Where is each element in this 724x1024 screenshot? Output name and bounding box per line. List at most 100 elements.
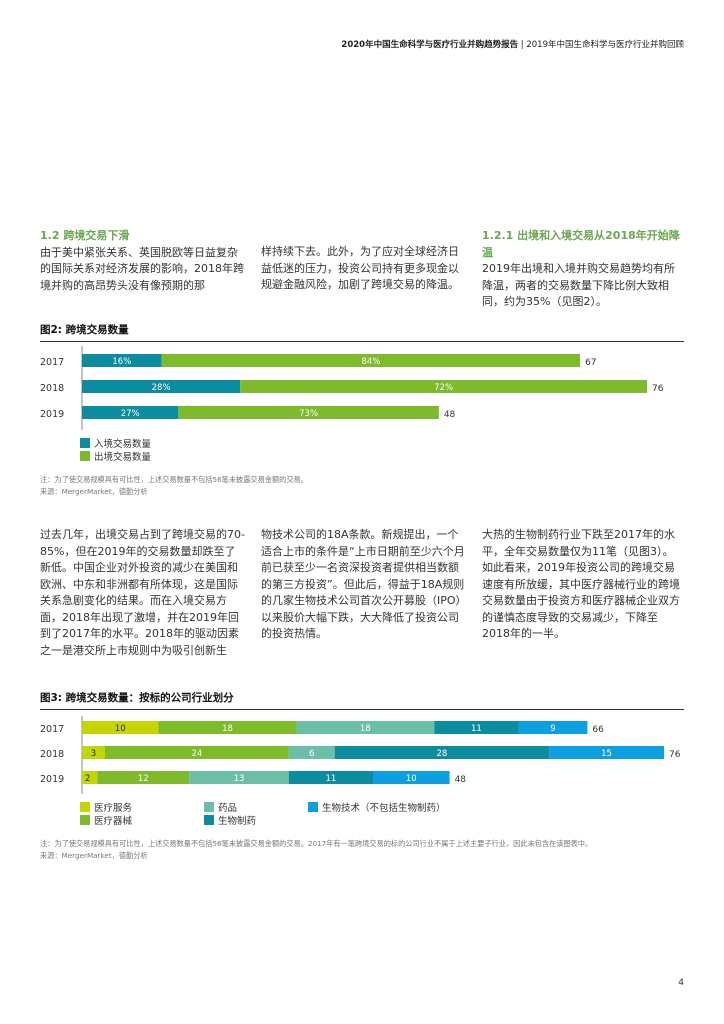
figure3-notes: 注：为了使交易规模具有可比性，上述交易数量不包括56笔未披露交易金额的交易。20… bbox=[40, 838, 684, 862]
figure2-total-label: 67 bbox=[585, 358, 596, 368]
figure2-source: 来源：MergerMarket，德勤分析 bbox=[40, 487, 148, 496]
figure3-bar-segment bbox=[434, 721, 519, 734]
figure2-note: 注：为了使交易规模具有可比性，上述交易数量不包括56笔未披露交易金额的交易。 bbox=[40, 475, 308, 484]
figure2-total-label: 76 bbox=[652, 384, 664, 394]
figure3-segment-label: 28 bbox=[437, 749, 448, 759]
figure3-note: 注：为了使交易规模具有可比性，上述交易数量不包括56笔未披露交易金额的交易。20… bbox=[40, 839, 593, 848]
legend-medical-devices: 医疗器械 bbox=[80, 813, 132, 827]
figure3-bar-segment bbox=[549, 746, 664, 759]
figure2-rule bbox=[40, 341, 684, 342]
legend-healthcare-services: 医疗服务 bbox=[80, 800, 132, 814]
figure3-year-label: 2017 bbox=[40, 724, 64, 735]
legend-biotech-label: 生物技术（不包括生物制药） bbox=[322, 803, 446, 814]
figure3-bar-segment bbox=[334, 746, 550, 759]
figure3-segment-label: 10 bbox=[406, 774, 417, 784]
figure3-total-label: 48 bbox=[455, 775, 467, 785]
figure2-bar-segment bbox=[161, 354, 581, 367]
figure3-legend: 医疗服务 药品 生物技术（不包括生物制药） 医疗器械 生物制药 bbox=[80, 800, 580, 830]
figure2-segment-label: 72% bbox=[434, 383, 453, 393]
figure2-segment-label: 84% bbox=[361, 357, 380, 367]
figure2-segment-label: 27% bbox=[121, 409, 140, 419]
figure2-year-label: 2018 bbox=[40, 383, 64, 394]
figure2-title: 图2: 跨境交易数量 bbox=[40, 324, 129, 336]
legend-inbound: 入境交易数量 bbox=[80, 436, 151, 450]
legend-outbound: 出境交易数量 bbox=[80, 449, 151, 463]
figure2-bar-segment bbox=[82, 354, 162, 367]
figure3-bar-segment bbox=[82, 746, 105, 759]
figure3-bar-segment bbox=[97, 771, 190, 784]
figure3-segment-label: 9 bbox=[550, 724, 555, 734]
legend-biopharma-swatch bbox=[204, 815, 214, 825]
section2-col3-text: 大热的生物制药行业下跌至2017年的水平，全年交易数量仅为11笔（见图3）。如此… bbox=[482, 528, 680, 640]
figure3-segment-label: 18 bbox=[360, 724, 371, 734]
figure3-segment-label: 10 bbox=[115, 724, 126, 734]
legend-outbound-swatch bbox=[80, 451, 90, 461]
figure3-bar-segment bbox=[373, 771, 450, 784]
figure2-bar-segment bbox=[178, 406, 439, 419]
figure3-bar-segment bbox=[82, 771, 98, 784]
figure3-year-label: 2019 bbox=[40, 774, 64, 785]
section1-heading: 1.2 跨境交易下滑 bbox=[40, 229, 130, 242]
figure3-bar-segment bbox=[518, 721, 588, 734]
section1-col2-text: 样持续下去。此外，为了应对全球经济日益低迷的压力，投资公司持有更多现金以规避金融… bbox=[261, 245, 459, 291]
legend-biotech-swatch bbox=[308, 802, 318, 812]
legend-biotech: 生物技术（不包括生物制药） bbox=[308, 800, 446, 814]
figure3-total-label: 76 bbox=[669, 750, 681, 760]
figure2-notes: 注：为了使交易规模具有可比性，上述交易数量不包括56笔未披露交易金额的交易。 来… bbox=[40, 474, 684, 498]
figure2-year-label: 2017 bbox=[40, 357, 64, 368]
figure3-segment-label: 18 bbox=[222, 724, 233, 734]
section2-col1: 过去几年，出境交易占到了跨境交易的70-85%，但在2019年的交易数量却跌至了… bbox=[40, 527, 245, 659]
section2-col1-text: 过去几年，出境交易占到了跨境交易的70-85%，但在2019年的交易数量却跌至了… bbox=[40, 528, 245, 657]
figure2-segment-label: 28% bbox=[152, 383, 171, 393]
section2-col2-text: 物技术公司的18A条款。新规提出，一个适合上市的条件是“上市日期前至少六个月前已… bbox=[261, 528, 465, 640]
figure3-bar-segment bbox=[189, 771, 289, 784]
legend-pharma-label: 药品 bbox=[218, 803, 238, 814]
figure3-segment-label: 24 bbox=[191, 749, 202, 759]
section1-col1: 1.2 跨境交易下滑 由于美中紧张关系、英国脱欧等日益复杂的国际关系对经济发展的… bbox=[40, 228, 245, 294]
legend-healthcare-services-label: 医疗服务 bbox=[94, 803, 133, 814]
section1-col3: 1.2.1 出境和入境交易从2018年开始降温 2019年出境和入境并购交易趋势… bbox=[482, 228, 684, 311]
figure3-bar-segment bbox=[82, 721, 159, 734]
page-number: 4 bbox=[678, 978, 684, 988]
section2-col3: 大热的生物制药行业下跌至2017年的水平，全年交易数量仅为11笔（见图3）。如此… bbox=[482, 527, 684, 643]
legend-outbound-label: 出境交易数量 bbox=[94, 452, 152, 463]
figure3-segment-label: 13 bbox=[234, 774, 245, 784]
figure3-segment-label: 2 bbox=[85, 774, 90, 784]
figure2-year-label: 2019 bbox=[40, 409, 64, 420]
figure2-segment-label: 73% bbox=[299, 409, 318, 419]
figure2-bar-segment bbox=[240, 380, 647, 393]
figure2-chart: 2017 16% 84% 67 2018 28% 72% 76 2019 27% 73% 48 bbox=[40, 346, 664, 430]
legend-biopharma-label: 生物制药 bbox=[218, 816, 257, 827]
legend-inbound-swatch bbox=[80, 438, 90, 448]
section1-col3-text: 2019年出境和入境并购交易趋势均有所降温，两者的交易数量下降比例大致相同，约为… bbox=[482, 262, 675, 308]
figure3-year-label: 2018 bbox=[40, 749, 64, 760]
section1-col3-heading: 1.2.1 出境和入境交易从2018年开始降温 bbox=[482, 229, 680, 259]
figure2-segment-label: 16% bbox=[112, 357, 131, 367]
figure3-segment-label: 3 bbox=[91, 749, 96, 759]
figure2-legend: 入境交易数量 出境交易数量 bbox=[80, 436, 380, 466]
figure3-chart: 2017 10 18 18 11 9 66 2018 3 24 6 28 15 76 2019 2 12 13 11… bbox=[40, 716, 681, 794]
figure3-bar-segment bbox=[104, 746, 289, 759]
figure2-bar-segment bbox=[82, 380, 241, 393]
section1-col1-text: 由于美中紧张关系、英国脱欧等日益复杂的国际关系对经济发展的影响，2018年跨境并… bbox=[40, 245, 244, 292]
header-rest: | 2019年中国生命科学与医疗行业并购回顾 bbox=[518, 40, 684, 50]
legend-pharma-swatch bbox=[204, 802, 214, 812]
section2-col2: 物技术公司的18A条款。新规提出，一个适合上市的条件是“上市日期前至少六个月前已… bbox=[261, 527, 466, 643]
figure3-bar-segment bbox=[288, 771, 373, 784]
figure3-bar-segment bbox=[158, 721, 297, 734]
figure3-segment-label: 11 bbox=[325, 774, 336, 784]
section1-col2: 样持续下去。此外，为了应对全球经济日益低迷的压力，投资公司持有更多现金以规避金融… bbox=[261, 244, 466, 294]
figure3-bar-segment bbox=[296, 721, 435, 734]
figure3-segment-label: 11 bbox=[471, 724, 482, 734]
page-header: 2020年中国生命科学与医疗行业并购趋势报告 | 2019年中国生命科学与医疗行… bbox=[341, 38, 684, 50]
legend-healthcare-services-swatch bbox=[80, 802, 90, 812]
figure2-total-label: 48 bbox=[444, 410, 456, 420]
figure3-segment-label: 15 bbox=[601, 749, 612, 759]
figure3-total-label: 66 bbox=[592, 725, 604, 735]
figure3-bar-segment bbox=[288, 746, 335, 759]
legend-inbound-label: 入境交易数量 bbox=[94, 439, 152, 450]
figure2-bar-segment bbox=[82, 406, 179, 419]
figure3-title: 图3: 跨境交易数量：按标的公司行业划分 bbox=[40, 692, 234, 704]
figure3-source: 来源：MergerMarket，德勤分析 bbox=[40, 851, 148, 860]
legend-medical-devices-swatch bbox=[80, 815, 90, 825]
